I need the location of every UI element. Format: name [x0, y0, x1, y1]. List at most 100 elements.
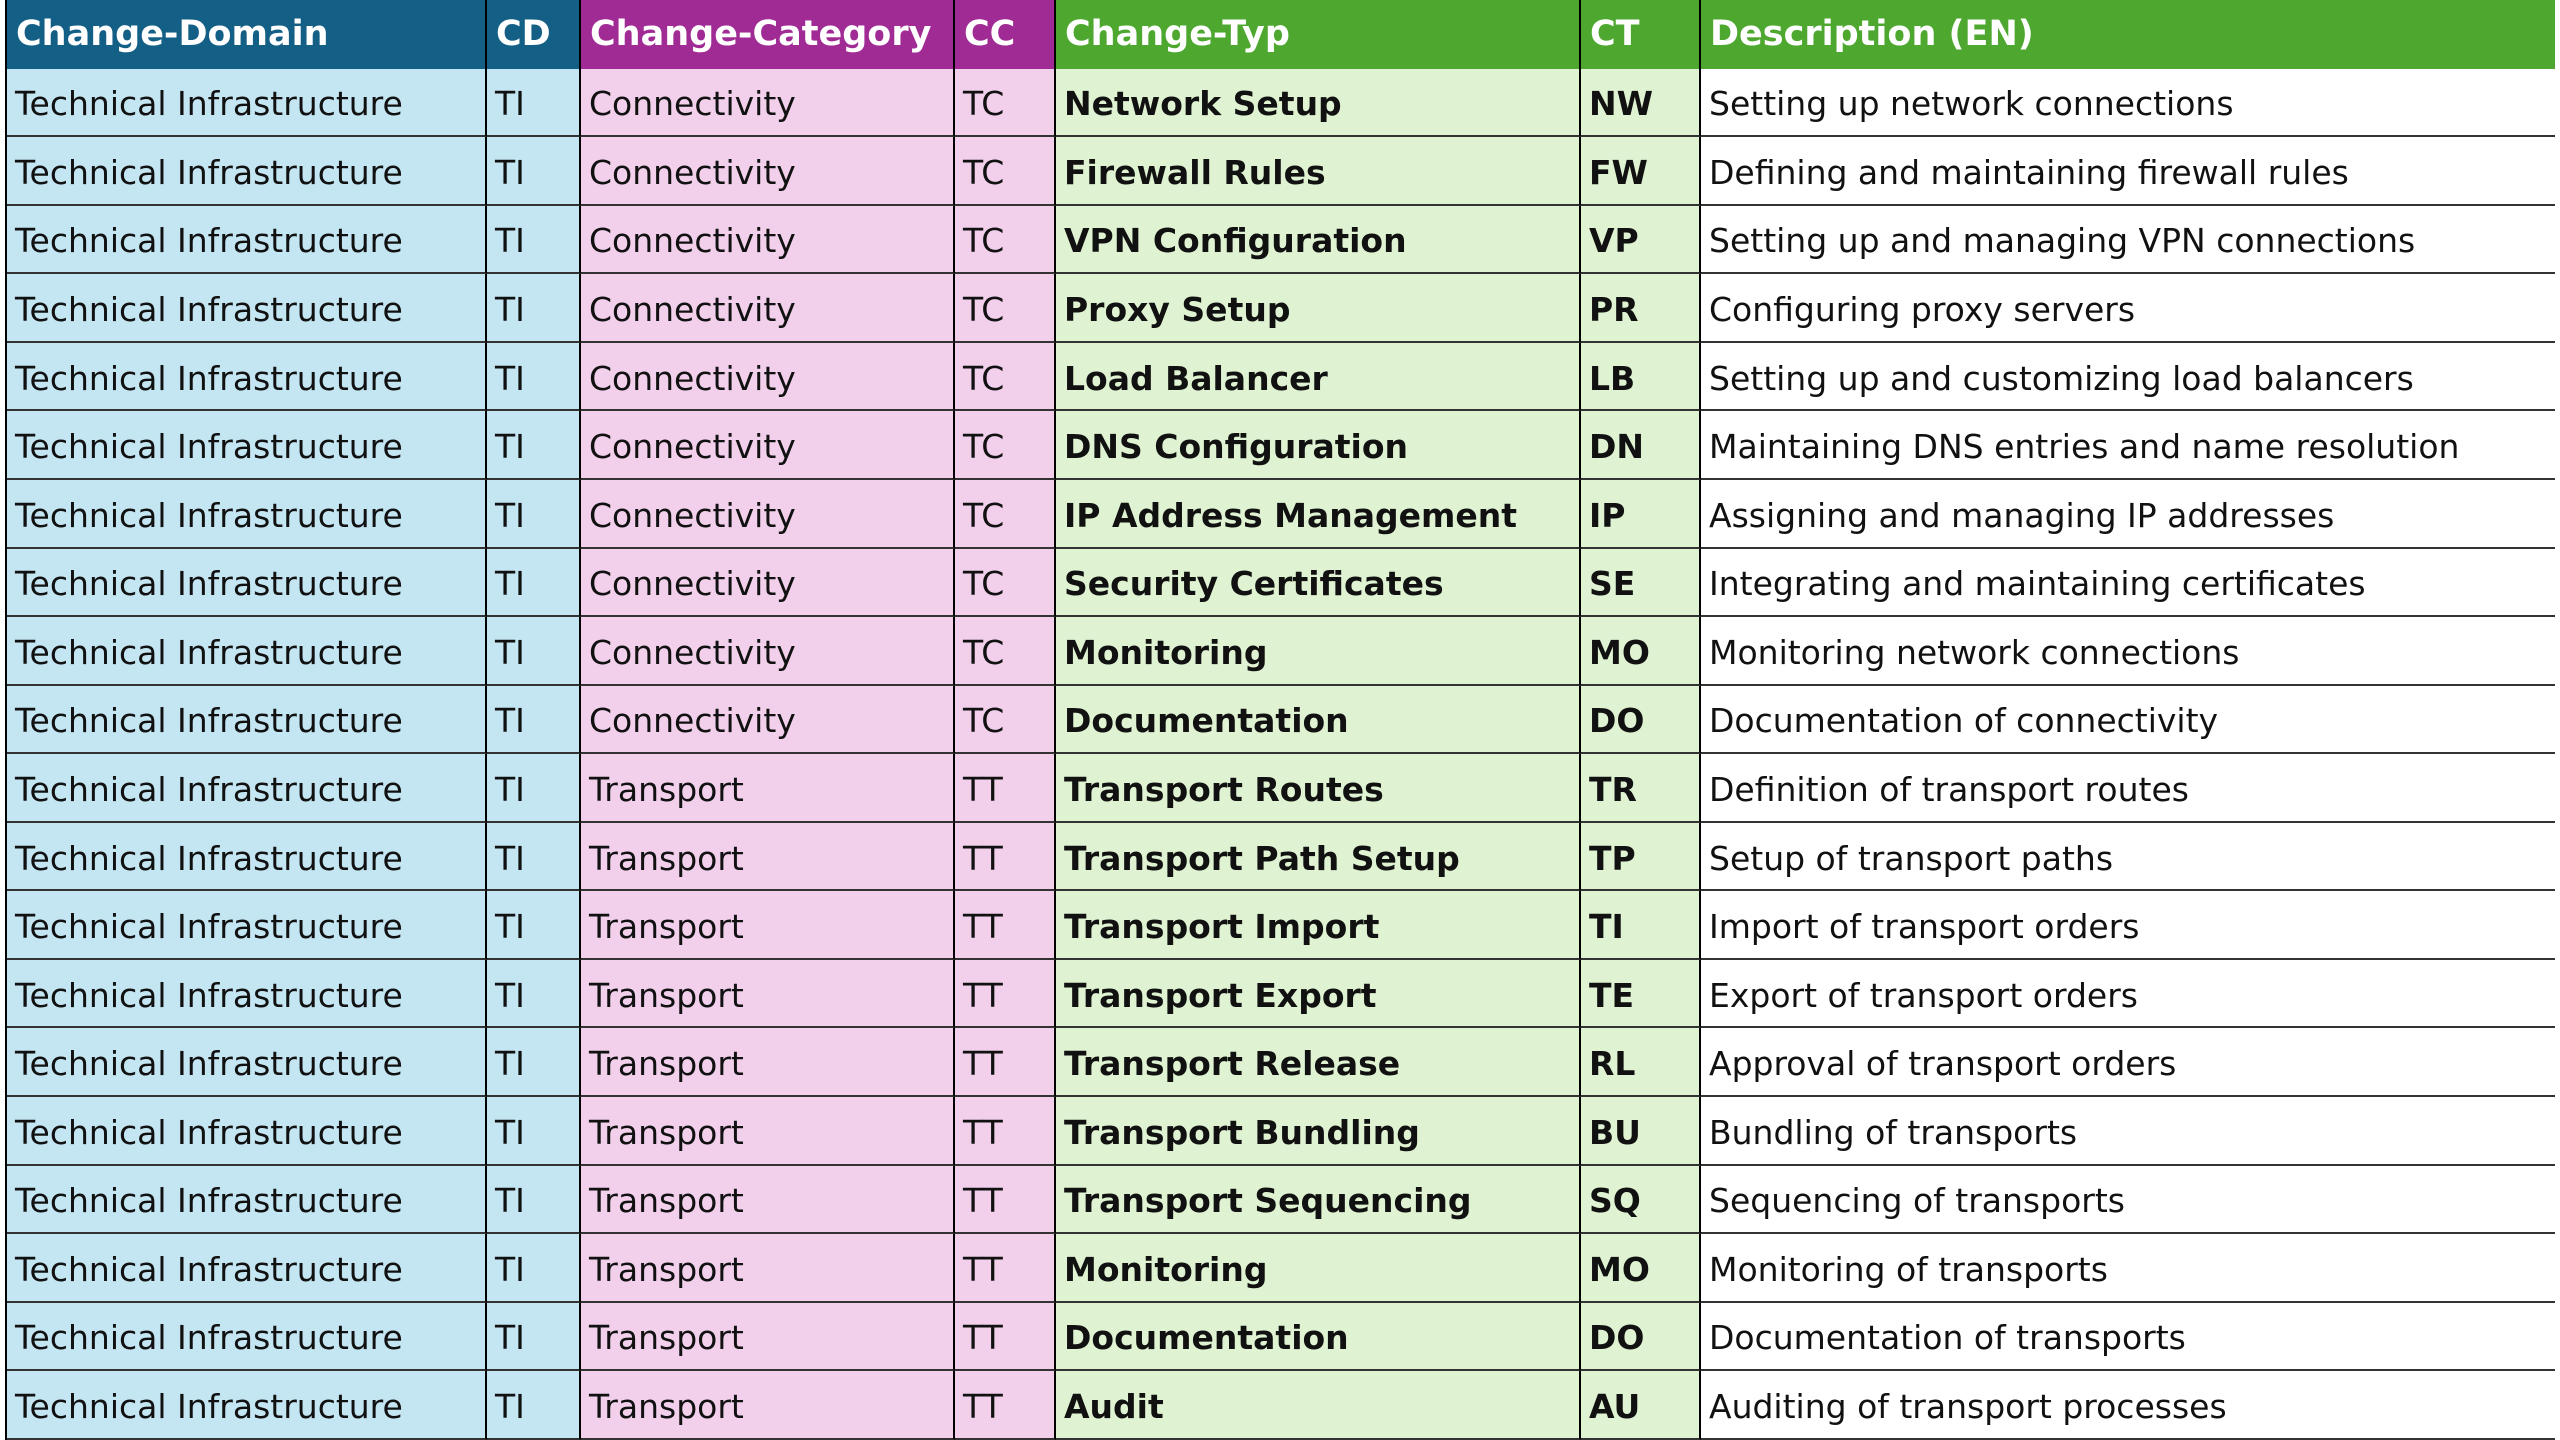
- cell-change-category[interactable]: Transport: [581, 1097, 955, 1166]
- cell-change-category[interactable]: Connectivity: [581, 548, 955, 618]
- cell-change-domain[interactable]: Technical Infrastructure: [7, 68, 487, 138]
- cell-change-domain[interactable]: Technical Infrastructure: [7, 274, 487, 343]
- header-ct[interactable]: CT: [1581, 0, 1701, 69]
- cell-change-category[interactable]: Connectivity: [581, 479, 955, 549]
- cell-change-typ[interactable]: Transport Import: [1056, 891, 1581, 960]
- cell-cd[interactable]: TI: [487, 274, 581, 343]
- cell-change-domain[interactable]: Technical Infrastructure: [7, 685, 487, 755]
- cell-change-category[interactable]: Connectivity: [581, 617, 955, 686]
- cell-cc[interactable]: TC: [955, 274, 1056, 343]
- cell-change-typ[interactable]: VPN Configuration: [1056, 205, 1581, 275]
- cell-cd[interactable]: TI: [487, 617, 581, 686]
- cell-change-typ[interactable]: Network Setup: [1056, 68, 1581, 138]
- cell-change-category[interactable]: Transport: [581, 822, 955, 892]
- cell-cc[interactable]: TC: [955, 137, 1056, 206]
- cell-change-category[interactable]: Transport: [581, 1234, 955, 1303]
- cell-change-domain[interactable]: Technical Infrastructure: [7, 1234, 487, 1303]
- cell-change-category[interactable]: Connectivity: [581, 342, 955, 412]
- cell-ct[interactable]: AU: [1581, 1371, 1701, 1440]
- header-change-typ[interactable]: Change-Typ: [1056, 0, 1581, 69]
- cell-cd[interactable]: TI: [487, 1371, 581, 1440]
- cell-cd[interactable]: TI: [487, 411, 581, 480]
- cell-cc[interactable]: TT: [955, 1028, 1056, 1097]
- cell-cd[interactable]: TI: [487, 891, 581, 960]
- cell-description[interactable]: Auditing of transport processes: [1701, 1371, 2555, 1440]
- cell-change-domain[interactable]: Technical Infrastructure: [7, 1165, 487, 1235]
- cell-ct[interactable]: SE: [1581, 548, 1701, 618]
- cell-cc[interactable]: TC: [955, 342, 1056, 412]
- cell-change-category[interactable]: Connectivity: [581, 68, 955, 138]
- cell-change-typ[interactable]: Load Balancer: [1056, 342, 1581, 412]
- cell-change-category[interactable]: Transport: [581, 1371, 955, 1440]
- cell-change-typ[interactable]: Transport Path Setup: [1056, 822, 1581, 892]
- cell-cd[interactable]: TI: [487, 548, 581, 618]
- cell-description[interactable]: Defining and maintaining firewall rules: [1701, 137, 2555, 206]
- cell-cd[interactable]: TI: [487, 1165, 581, 1235]
- cell-ct[interactable]: RL: [1581, 1028, 1701, 1097]
- cell-change-typ[interactable]: IP Address Management: [1056, 479, 1581, 549]
- cell-change-domain[interactable]: Technical Infrastructure: [7, 342, 487, 412]
- cell-ct[interactable]: VP: [1581, 205, 1701, 275]
- cell-change-typ[interactable]: Documentation: [1056, 1302, 1581, 1372]
- cell-change-typ[interactable]: Monitoring: [1056, 1234, 1581, 1303]
- cell-description[interactable]: Bundling of transports: [1701, 1097, 2555, 1166]
- cell-change-domain[interactable]: Technical Infrastructure: [7, 1028, 487, 1097]
- header-description[interactable]: Description (EN): [1701, 0, 2555, 69]
- cell-change-domain[interactable]: Technical Infrastructure: [7, 548, 487, 618]
- cell-cd[interactable]: TI: [487, 342, 581, 412]
- cell-cd[interactable]: TI: [487, 1097, 581, 1166]
- cell-ct[interactable]: PR: [1581, 274, 1701, 343]
- cell-description[interactable]: Setting up and managing VPN connections: [1701, 205, 2555, 275]
- cell-change-typ[interactable]: Transport Release: [1056, 1028, 1581, 1097]
- cell-description[interactable]: Setting up and customizing load balancer…: [1701, 342, 2555, 412]
- cell-cd[interactable]: TI: [487, 754, 581, 823]
- cell-ct[interactable]: DO: [1581, 1302, 1701, 1372]
- cell-ct[interactable]: TI: [1581, 891, 1701, 960]
- cell-ct[interactable]: IP: [1581, 479, 1701, 549]
- cell-cd[interactable]: TI: [487, 822, 581, 892]
- cell-cc[interactable]: TC: [955, 479, 1056, 549]
- cell-cd[interactable]: TI: [487, 1234, 581, 1303]
- cell-change-typ[interactable]: Transport Sequencing: [1056, 1165, 1581, 1235]
- cell-ct[interactable]: BU: [1581, 1097, 1701, 1166]
- cell-change-typ[interactable]: Monitoring: [1056, 617, 1581, 686]
- cell-ct[interactable]: DO: [1581, 685, 1701, 755]
- cell-cd[interactable]: TI: [487, 68, 581, 138]
- cell-description[interactable]: Approval of transport orders: [1701, 1028, 2555, 1097]
- cell-description[interactable]: Configuring proxy servers: [1701, 274, 2555, 343]
- cell-cc[interactable]: TT: [955, 959, 1056, 1029]
- cell-cd[interactable]: TI: [487, 959, 581, 1029]
- cell-description[interactable]: Maintaining DNS entries and name resolut…: [1701, 411, 2555, 480]
- cell-description[interactable]: Import of transport orders: [1701, 891, 2555, 960]
- cell-cc[interactable]: TC: [955, 205, 1056, 275]
- cell-change-domain[interactable]: Technical Infrastructure: [7, 822, 487, 892]
- cell-description[interactable]: Integrating and maintaining certificates: [1701, 548, 2555, 618]
- cell-ct[interactable]: NW: [1581, 68, 1701, 138]
- cell-cc[interactable]: TT: [955, 822, 1056, 892]
- cell-cc[interactable]: TT: [955, 1097, 1056, 1166]
- cell-change-domain[interactable]: Technical Infrastructure: [7, 617, 487, 686]
- cell-change-typ[interactable]: Security Certificates: [1056, 548, 1581, 618]
- cell-description[interactable]: Sequencing of transports: [1701, 1165, 2555, 1235]
- header-change-domain[interactable]: Change-Domain: [7, 0, 487, 69]
- cell-ct[interactable]: SQ: [1581, 1165, 1701, 1235]
- header-cc[interactable]: CC: [955, 0, 1056, 69]
- header-change-category[interactable]: Change-Category: [581, 0, 955, 69]
- cell-change-domain[interactable]: Technical Infrastructure: [7, 1371, 487, 1440]
- cell-description[interactable]: Documentation of transports: [1701, 1302, 2555, 1372]
- cell-change-domain[interactable]: Technical Infrastructure: [7, 891, 487, 960]
- cell-ct[interactable]: LB: [1581, 342, 1701, 412]
- cell-cc[interactable]: TC: [955, 411, 1056, 480]
- header-cd[interactable]: CD: [487, 0, 581, 69]
- cell-change-typ[interactable]: Transport Bundling: [1056, 1097, 1581, 1166]
- cell-change-category[interactable]: Connectivity: [581, 685, 955, 755]
- cell-cc[interactable]: TT: [955, 1302, 1056, 1372]
- cell-description[interactable]: Monitoring of transports: [1701, 1234, 2555, 1303]
- cell-description[interactable]: Definition of transport routes: [1701, 754, 2555, 823]
- cell-change-typ[interactable]: Transport Routes: [1056, 754, 1581, 823]
- cell-change-category[interactable]: Transport: [581, 959, 955, 1029]
- cell-description[interactable]: Documentation of connectivity: [1701, 685, 2555, 755]
- cell-cc[interactable]: TT: [955, 1165, 1056, 1235]
- cell-cd[interactable]: TI: [487, 137, 581, 206]
- cell-cc[interactable]: TC: [955, 617, 1056, 686]
